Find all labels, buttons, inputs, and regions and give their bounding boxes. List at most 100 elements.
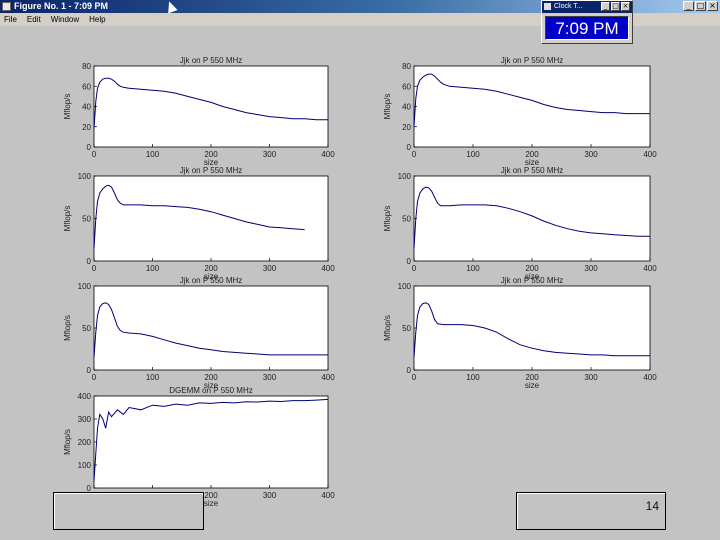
plot-1-ytick-label: 40 (82, 103, 91, 112)
clock-minimize-button[interactable]: _ (601, 2, 610, 11)
page-number-box: 14 (516, 492, 666, 530)
plot-1-title: Jjk on P 550 MHz (180, 56, 243, 65)
plot-6-xlabel: size (525, 381, 540, 390)
plot-6-axes (413, 285, 651, 371)
plot-3-xtick-label: 200 (204, 264, 218, 273)
plot-7-title: DGEMM on P 550 MHz (169, 386, 252, 395)
plot-4-series-line (413, 186, 650, 249)
plot-2-ytick-label: 0 (407, 143, 412, 152)
plot-7-ytick-label: 400 (78, 392, 92, 401)
menu-edit[interactable]: Edit (26, 15, 41, 24)
plot-6-ytick-label: 100 (398, 282, 412, 291)
plot-5-axes (93, 285, 329, 371)
figure-window-icon (2, 2, 11, 11)
plot-6-series-line (413, 302, 650, 358)
clock-app-icon (544, 3, 551, 10)
plot-2-ytick-label: 40 (402, 103, 411, 112)
clock-close-button[interactable]: × (621, 2, 630, 11)
plot-2-xtick-label: 200 (525, 150, 539, 159)
plot-5-series-line (93, 302, 328, 358)
plot-4-xtick-label: 0 (412, 264, 417, 273)
window-controls: _ □ × (683, 1, 718, 11)
plot-7-ytick-label: 0 (87, 484, 92, 493)
plot-5-xtick-label: 400 (321, 373, 335, 382)
plot-1-ytick-label: 20 (82, 123, 91, 132)
clock-window[interactable]: Clock T... _ □ × 7:09 PM (541, 0, 633, 44)
plot-3-xlabel: size (204, 272, 219, 281)
plot-1-ytick-label: 0 (87, 143, 92, 152)
plot-3-xtick-label: 0 (92, 264, 97, 273)
plot-7-ytick-label: 300 (78, 415, 92, 424)
plot-6-xtick-label: 100 (466, 373, 480, 382)
clock-maximize-button[interactable]: □ (611, 2, 620, 11)
plot-2-ylabel: Mflop/s (383, 94, 392, 120)
plot-1-ytick-label: 60 (82, 82, 91, 91)
plot-4-ytick-label: 0 (407, 257, 412, 266)
plot-6-title: Jjk on P 550 MHz (501, 276, 564, 285)
plot-2-ytick-label: 20 (402, 123, 411, 132)
plot-7-ytick-label: 200 (78, 438, 92, 447)
close-button[interactable]: × (707, 1, 718, 11)
plot-4-title: Jjk on P 550 MHz (501, 166, 564, 175)
plot-7-axes (93, 395, 329, 489)
plot-4-xtick-label: 100 (466, 264, 480, 273)
menu-window[interactable]: Window (50, 15, 80, 24)
plot-4-xtick-label: 300 (584, 264, 598, 273)
plot-2-axes (413, 65, 651, 148)
plot-1-ytick-label: 80 (82, 62, 91, 71)
plot-3-axes (93, 175, 329, 262)
plot-3-series-line (93, 184, 305, 249)
figure-window-titlebar[interactable]: Figure No. 1 - 7:09 PM _ □ × (0, 0, 720, 13)
plot-6-xtick-label: 200 (525, 373, 539, 382)
plot-5-xtick-label: 0 (92, 373, 97, 382)
plot-2-ytick-label: 80 (402, 62, 411, 71)
plot-6-ylabel: Mflop/s (383, 315, 392, 341)
plot-1-xlabel: size (204, 158, 219, 167)
plot-1-xtick-label: 400 (321, 150, 335, 159)
plot-5-xtick-label: 200 (204, 373, 218, 382)
plot-3-ytick-label: 50 (82, 215, 91, 224)
plot-1-xtick-label: 200 (204, 150, 218, 159)
plot-1-axes (93, 65, 329, 148)
plot-5-ytick-label: 0 (87, 366, 92, 375)
plot-7-xtick-label: 300 (263, 491, 277, 500)
plot-4-xlabel: size (525, 272, 540, 281)
clock-window-controls: _ □ × (601, 2, 630, 11)
clock-time-display: 7:09 PM (545, 16, 629, 40)
clock-title: Clock T... (554, 3, 583, 10)
minimize-button[interactable]: _ (683, 1, 694, 11)
menu-file[interactable]: File (4, 15, 17, 24)
plot-7-xtick-label: 400 (321, 491, 335, 500)
page-number: 14 (645, 499, 659, 513)
plot-6-xtick-label: 300 (584, 373, 598, 382)
plot-6-xtick-label: 400 (643, 373, 657, 382)
plot-5-ytick-label: 50 (82, 324, 91, 333)
plot-3-ylabel: Mflop/s (63, 206, 72, 232)
plot-5-xlabel: size (204, 381, 219, 390)
menu-help[interactable]: Help (89, 15, 106, 24)
plot-3-ytick-label: 100 (78, 172, 92, 181)
plot-7-xtick-label: 200 (204, 491, 218, 500)
plot-4-xtick-label: 200 (525, 264, 539, 273)
plot-2-series-line (413, 73, 650, 127)
plot-7-ylabel: Mflop/s (63, 429, 72, 455)
clock-titlebar[interactable]: Clock T... _ □ × (542, 1, 632, 13)
plot-1-xtick-label: 300 (263, 150, 277, 159)
plot-3-xtick-label: 400 (321, 264, 335, 273)
figure-window-title: Figure No. 1 - 7:09 PM (14, 1, 109, 11)
plot-4-ytick-label: 50 (402, 215, 411, 224)
plot-4-axes (413, 175, 651, 262)
maximize-button[interactable]: □ (695, 1, 706, 11)
plot-1-xtick-label: 100 (146, 150, 160, 159)
plot-3-xtick-label: 300 (263, 264, 277, 273)
plot-2-title: Jjk on P 550 MHz (501, 56, 564, 65)
plot-5-xtick-label: 100 (146, 373, 160, 382)
plot-7-xlabel: size (204, 499, 219, 508)
plot-1-xtick-label: 0 (92, 150, 97, 159)
plot-4-ytick-label: 100 (398, 172, 412, 181)
plot-3-xtick-label: 100 (146, 264, 160, 273)
plot-6-ytick-label: 50 (402, 324, 411, 333)
plot-4-ylabel: Mflop/s (383, 206, 392, 232)
plot-3-ytick-label: 0 (87, 257, 92, 266)
